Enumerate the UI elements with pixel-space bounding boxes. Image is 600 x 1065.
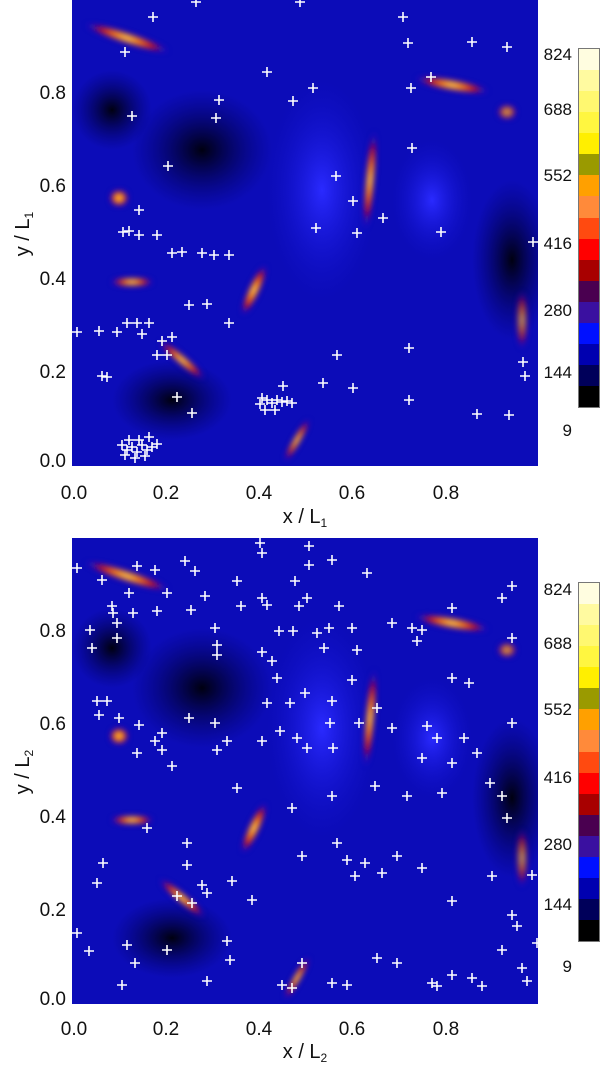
ytick-top-0.8: 0.8 [39, 83, 66, 104]
cbar-tick-top-824: 824 [543, 45, 572, 64]
cbar-tick-bottom-9: 9 [562, 957, 572, 976]
heatmap-bottom [72, 538, 538, 1004]
xtick-bottom-0.8: 0.8 [432, 1019, 460, 1040]
colorbar-top [578, 48, 600, 408]
ytick-top-0.6: 0.6 [39, 176, 66, 197]
cbar-tick-top-552: 552 [543, 166, 572, 185]
cbar-tick-top-416: 416 [543, 234, 572, 253]
xtick-bottom-0.2: 0.2 [152, 1019, 180, 1040]
y-axis-label-top: y / L1 [12, 211, 36, 257]
colorbar-bottom [578, 582, 600, 942]
ytick-bottom-0.8: 0.8 [39, 621, 66, 642]
xtick-top-0.2: 0.2 [152, 483, 180, 504]
xtick-top-0.4: 0.4 [245, 483, 273, 504]
cbar-tick-top-280: 280 [543, 301, 572, 320]
xtick-top-0.6: 0.6 [338, 483, 366, 504]
x-axis-label-bottom: x / L2 [282, 1041, 328, 1065]
top-panel: 0.8 0.6 0.4 0.2 0.0 0.0 0.2 0.4 0.6 0.8 … [0, 0, 600, 530]
markers-bottom [72, 538, 538, 993]
field-image-top [72, 0, 538, 466]
ytick-bottom-0.4: 0.4 [39, 807, 66, 828]
bottom-panel: 0.8 0.6 0.4 0.2 0.0 0.0 0.2 0.4 0.6 0.8 … [0, 538, 600, 1065]
field-image-bottom [72, 538, 538, 1004]
ytick-top-0.0: 0.0 [39, 451, 66, 472]
cbar-tick-bottom-824: 824 [543, 580, 572, 599]
cbar-tick-bottom-416: 416 [543, 768, 572, 787]
markers-top [72, 0, 538, 463]
y-axis-label-bottom: y / L2 [12, 749, 36, 795]
xtick-bottom-0.6: 0.6 [338, 1019, 366, 1040]
xtick-top-0.8: 0.8 [432, 483, 460, 504]
cbar-tick-top-688: 688 [543, 100, 572, 119]
cbar-tick-top-144: 144 [543, 363, 572, 382]
cbar-tick-bottom-688: 688 [543, 634, 572, 653]
cbar-tick-bottom-280: 280 [543, 835, 572, 854]
heatmap-top [72, 0, 538, 466]
xtick-bottom-0.4: 0.4 [245, 1019, 273, 1040]
cbar-tick-top-9: 9 [562, 421, 572, 440]
ytick-bottom-0.2: 0.2 [39, 900, 66, 921]
ytick-top-0.2: 0.2 [39, 362, 66, 383]
x-axis-label-top: x / L1 [282, 506, 328, 530]
cbar-tick-bottom-144: 144 [543, 895, 572, 914]
ytick-bottom-0.0: 0.0 [39, 989, 66, 1010]
xtick-bottom-0.0: 0.0 [60, 1019, 88, 1040]
ytick-bottom-0.6: 0.6 [39, 714, 66, 735]
ytick-top-0.4: 0.4 [39, 269, 66, 290]
xtick-top-0.0: 0.0 [60, 483, 88, 504]
cbar-tick-bottom-552: 552 [543, 700, 572, 719]
